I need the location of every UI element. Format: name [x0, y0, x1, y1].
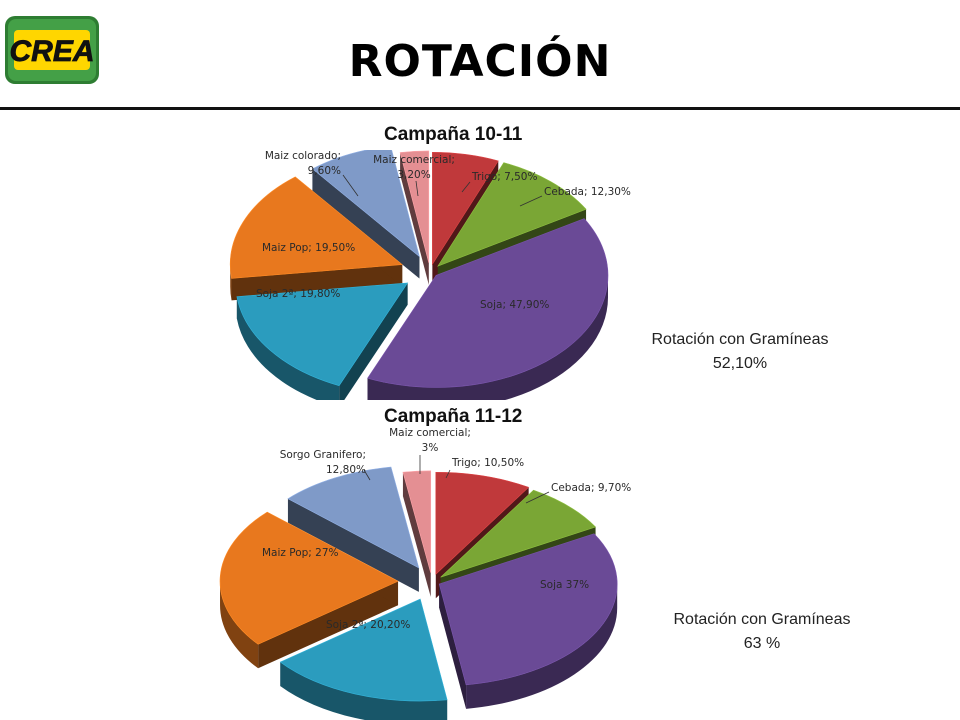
leader-line-maiz-colorado [342, 174, 359, 197]
slice-maiz-comercial [399, 150, 430, 285]
crea-logo-text: CREA [9, 35, 94, 68]
label-maiz-pop: Maiz Pop; 27% [262, 547, 339, 559]
chart-2-summary-value: 63 % [743, 635, 781, 652]
label-cebada: Cebada; 9,70% [551, 482, 631, 494]
leader-line-trigo [461, 181, 471, 193]
label-soja: Soja; 47,90% [480, 299, 549, 311]
leader-line-cebada [519, 195, 543, 207]
chart-1-title: Campaña 10-11 [384, 124, 523, 145]
label-sorgo-granifero: Sorgo Granifero; 12,80% [280, 449, 366, 476]
slice-soja [438, 533, 618, 709]
slice-soja-2 [279, 598, 448, 720]
label-trigo: Trigo; 10,50% [451, 457, 524, 469]
slice-soja-2 [236, 282, 409, 400]
label-trigo: Trigo; 7,50% [471, 171, 537, 183]
chart-1-summary-value: 52,10% [712, 355, 768, 372]
chart-2-title: Campaña 11-12 [384, 406, 523, 427]
page-title: ROTACIÓN [348, 36, 612, 87]
leader-line-maiz-comercial [415, 180, 419, 197]
chart-1-summary-label: Rotación con Gramíneas [651, 331, 829, 348]
title-divider [0, 107, 960, 110]
label-soja-2: Soja 2ª; 20,20% [326, 619, 410, 631]
pie-chart-campaign-10-11: Trigo; 7,50% Cebada; 12,30% Soja; 47,90% So… [229, 150, 631, 400]
crea-logo: CREA [5, 16, 99, 84]
chart-2-summary-label: Rotación con Gramíneas [673, 611, 851, 628]
chart-1-summary: Rotación con Gramíneas 52,10% [610, 328, 870, 376]
label-soja: Soja 37% [540, 579, 589, 591]
chart-2-summary: Rotación con Gramíneas 63 % [632, 608, 892, 656]
label-maiz-pop: Maiz Pop; 19,50% [262, 242, 355, 254]
slice-maiz-colorado [311, 150, 420, 279]
pie-chart-campaign-11-12: Trigo; 10,50% Cebada; 9,70% Soja 37% Soja 2… [219, 427, 631, 720]
leader-line-cebada [525, 491, 550, 504]
slice-sorgo-granifero [287, 466, 420, 592]
leader-line-sorgo-granifero [363, 469, 371, 481]
label-maiz-comercial: Maiz comercial; 3% [389, 427, 471, 454]
slice-maiz-pop [229, 176, 403, 301]
slice-maiz-comercial [402, 470, 432, 597]
label-maiz-colorado: Maiz colorado; 9,60% [265, 150, 341, 177]
label-maiz-comercial: Maiz comercial; 3,20% [373, 154, 455, 181]
leader-line-trigo [445, 469, 451, 479]
slice-soja [367, 218, 609, 400]
slice-maiz-pop [219, 511, 399, 669]
label-soja-2: Soja 2ª; 19,80% [256, 288, 340, 300]
label-cebada: Cebada; 12,30% [544, 186, 631, 198]
